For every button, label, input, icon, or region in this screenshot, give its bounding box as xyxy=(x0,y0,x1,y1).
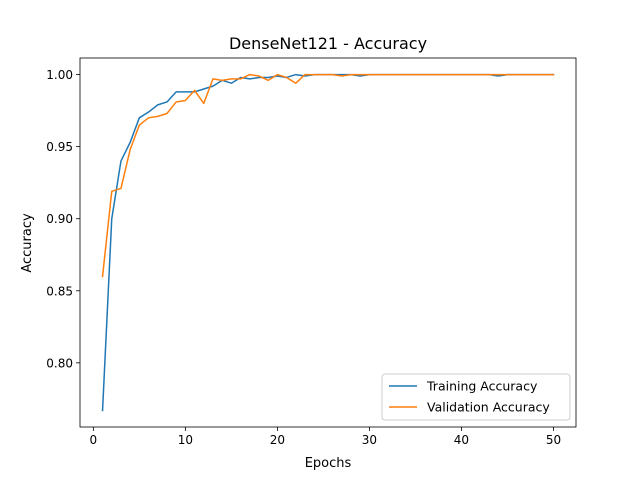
x-tick-label: 40 xyxy=(454,433,469,447)
x-tick-label: 50 xyxy=(546,433,561,447)
y-tick-label: 0.80 xyxy=(46,356,73,370)
x-tick-label: 30 xyxy=(362,433,377,447)
x-tick-label: 20 xyxy=(270,433,285,447)
chart-title: DenseNet121 - Accuracy xyxy=(229,34,427,53)
plot-frame xyxy=(79,57,577,428)
legend: Training Accuracy Validation Accuracy xyxy=(381,373,571,421)
legend-label-1: Training Accuracy xyxy=(426,379,538,394)
legend-label-2: Validation Accuracy xyxy=(427,400,550,415)
y-tick-label: 1.00 xyxy=(46,68,73,82)
x-tick-label: 10 xyxy=(178,433,193,447)
y-tick-label: 0.95 xyxy=(46,140,73,154)
y-tick-label: 0.85 xyxy=(46,284,73,298)
legend-box xyxy=(381,373,571,421)
series-line-2 xyxy=(101,73,555,278)
x-tick-label: 0 xyxy=(90,433,98,447)
y-axis-label: Accuracy xyxy=(20,213,35,273)
series-lines xyxy=(101,73,555,412)
axes: 0 10 20 30 40 50 0.80 0.85 0.90 0.95 1.00 xyxy=(46,57,577,447)
x-axis-label: Epochs xyxy=(305,456,352,471)
y-tick-label: 0.90 xyxy=(46,212,73,226)
